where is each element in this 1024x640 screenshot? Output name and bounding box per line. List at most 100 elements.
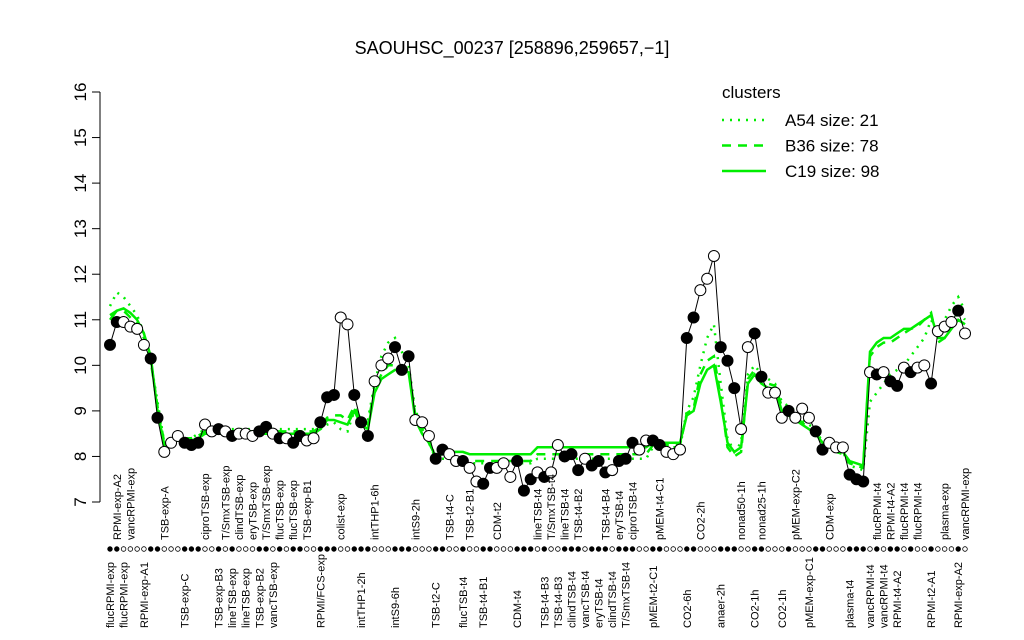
rug-point (304, 546, 310, 552)
data-point (104, 338, 116, 351)
y-tick-label: 8 (71, 452, 90, 461)
rug-point (751, 546, 758, 552)
rug-point (351, 546, 357, 552)
data-point (674, 443, 686, 456)
x-tick-label: vancTSB-t4 (580, 571, 592, 628)
x-tick-label: flucRPMI-exp (105, 562, 117, 628)
rug-point (270, 546, 276, 552)
x-tick-label: clindTSB-t4 (607, 571, 619, 628)
y-tick-label: 11 (71, 311, 90, 329)
rug-point (168, 546, 174, 552)
rug-point (453, 546, 459, 552)
data-point (517, 484, 530, 497)
x-tick-label: vancTSB-exp (268, 562, 280, 628)
rug-point (663, 546, 670, 552)
rug-point (209, 546, 215, 552)
rug-point (785, 546, 792, 552)
rug-point (229, 546, 235, 552)
x-tick-label: TSB-t2-C (431, 582, 443, 628)
data-point (158, 445, 171, 458)
rug-point (107, 546, 113, 552)
rug-point (806, 546, 812, 552)
rug-point (310, 546, 317, 552)
rug-point (758, 546, 765, 552)
rug-point (521, 546, 527, 552)
legend-title: clusters (722, 83, 781, 102)
x-tick-label: CDM-exp (824, 494, 836, 540)
x-tick-label: TSB-exp-C (180, 574, 192, 628)
data-point (707, 250, 720, 262)
x-tick-label: CO2-2h (695, 501, 707, 540)
rug-point (894, 546, 900, 552)
x-tick-label: anaer-2h (716, 584, 728, 628)
x-tick-label: nonad25-1h (756, 481, 768, 540)
data-point (796, 402, 809, 415)
rug-point (880, 546, 887, 552)
data-point (314, 416, 327, 429)
data-point (891, 379, 904, 392)
data-point (137, 338, 150, 351)
rug-point (616, 546, 622, 552)
x-tick-label: pMEM-t4-C1 (655, 478, 667, 540)
rug-point (175, 546, 181, 552)
data-point (355, 416, 368, 429)
data-point (918, 359, 931, 372)
x-tick-label: T/SmxTSB-exp (220, 465, 232, 540)
rug-point (602, 546, 609, 552)
rug-point (385, 546, 391, 552)
rug-point (500, 546, 507, 552)
x-tick-label: clindTSB-t4 (566, 571, 578, 628)
rug-point (724, 546, 731, 552)
y-tick-label: 14 (71, 174, 90, 193)
data-point (389, 341, 401, 354)
x-tick-label: vancRPMI-t4 (879, 564, 891, 628)
x-tick-label: plasma-t4 (845, 580, 857, 628)
data-point (945, 316, 958, 329)
x-tick-label: intTHP1-6h (370, 484, 382, 540)
rug-point (541, 546, 547, 552)
rug-point (324, 546, 330, 552)
rug-point (426, 546, 432, 552)
rug-point (161, 546, 167, 552)
rug-point (528, 546, 534, 552)
x-tick-label: RPMI-exp-A1 (139, 562, 151, 628)
data-point (151, 411, 164, 424)
rug-point (690, 546, 697, 552)
rug-point (595, 546, 602, 552)
x-tick-label: vancRPMI-exp (960, 468, 972, 540)
data-point (327, 388, 340, 401)
rug-point (819, 546, 826, 552)
x-tick-label: lineTSB-exp (241, 568, 253, 628)
rug-point (887, 546, 894, 552)
rug-point (317, 546, 324, 552)
x-tick-label: plasma-exp (940, 483, 952, 540)
data-point (402, 350, 415, 363)
rug-point (629, 546, 636, 552)
data-point (504, 470, 517, 483)
rug-point (636, 546, 642, 552)
x-tick-label: flucTSB-t4 (458, 577, 470, 628)
data-point (701, 272, 714, 285)
data-point (769, 386, 781, 399)
rug-point (392, 546, 398, 552)
rug-point (344, 546, 351, 552)
rug-point (867, 546, 873, 552)
data-point (619, 452, 632, 465)
rug-point (670, 546, 676, 552)
rug-point (195, 546, 201, 552)
x-tick-label: T/SmxTSB-t4 (621, 562, 633, 628)
x-tick-label: ciproTSB-t4 (628, 482, 640, 540)
data-point (395, 363, 408, 376)
rug-point (120, 546, 127, 552)
x-tick-label: flucRPMI-t4 (899, 483, 911, 540)
data-point (809, 425, 822, 438)
data-point (368, 375, 381, 388)
data-point (497, 457, 510, 470)
x-tick-label: intTHP1-2h (356, 572, 368, 628)
x-tick-label: TSB-exp-B2 (254, 568, 266, 628)
x-tick-label: pMEM-exp-C2 (790, 469, 802, 540)
data-point (551, 439, 564, 452)
rug-point (127, 546, 134, 552)
rug-point (623, 546, 629, 552)
